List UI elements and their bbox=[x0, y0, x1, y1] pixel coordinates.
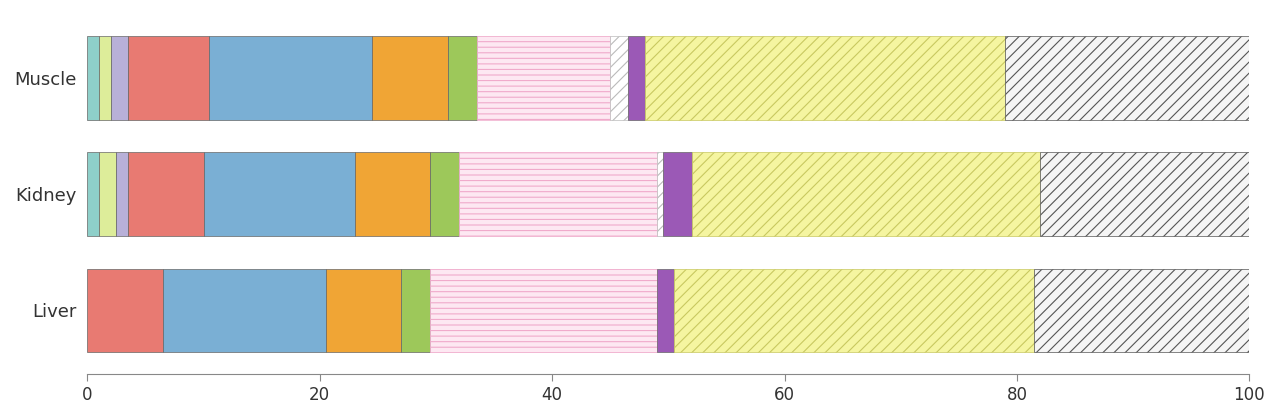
Bar bbox=[645, 36, 1005, 120]
Bar bbox=[448, 36, 477, 120]
Bar bbox=[1040, 152, 1250, 236]
Bar bbox=[162, 268, 326, 352]
Bar bbox=[98, 36, 110, 120]
Bar bbox=[692, 152, 1040, 236]
Bar bbox=[87, 152, 98, 236]
Bar bbox=[128, 36, 210, 120]
Bar bbox=[1005, 36, 1250, 120]
Bar bbox=[656, 268, 674, 352]
Bar bbox=[372, 36, 448, 120]
Bar bbox=[354, 152, 430, 236]
Bar bbox=[87, 268, 162, 352]
Bar bbox=[430, 152, 459, 236]
Bar bbox=[87, 36, 98, 120]
Bar bbox=[430, 268, 656, 352]
Bar bbox=[1035, 268, 1250, 352]
Bar bbox=[326, 268, 402, 352]
Bar bbox=[203, 152, 354, 236]
Bar bbox=[116, 152, 128, 236]
Bar bbox=[674, 268, 1035, 352]
Bar bbox=[610, 36, 628, 120]
Bar bbox=[663, 152, 692, 236]
Bar bbox=[477, 36, 610, 120]
Bar bbox=[128, 152, 203, 236]
Bar bbox=[402, 268, 430, 352]
Bar bbox=[110, 36, 128, 120]
Bar bbox=[628, 36, 645, 120]
Bar bbox=[656, 152, 663, 236]
Bar bbox=[210, 36, 372, 120]
Bar bbox=[459, 152, 656, 236]
Bar bbox=[98, 152, 116, 236]
